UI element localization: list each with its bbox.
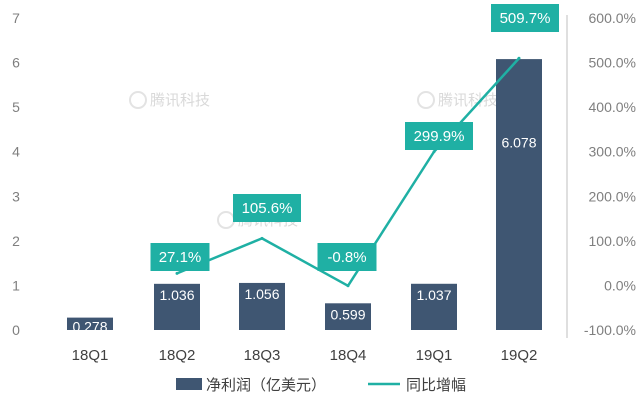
bar-19Q2 [496, 59, 542, 331]
growth-point [175, 271, 179, 275]
bar-18Q1 [67, 317, 113, 330]
legend-label-line: 同比增幅 [406, 376, 466, 394]
watermark-logo-icon [217, 211, 235, 229]
x-axis-tick: 18Q3 [244, 347, 281, 364]
growth-point [517, 56, 521, 60]
growth-label-box [233, 194, 301, 222]
bar-19Q1 [411, 283, 457, 330]
bar-18Q4 [325, 303, 371, 330]
x-axis-tick: 18Q2 [159, 347, 196, 364]
bar-value-label: 6.078 [501, 134, 536, 150]
watermark-logo-icon [129, 91, 147, 109]
growth-label-box [405, 122, 473, 150]
bar-18Q3 [239, 282, 285, 330]
left-axis-tick: 3 [12, 188, 20, 204]
bar-value-label: 1.056 [244, 286, 279, 302]
x-axis-tick: 19Q2 [501, 347, 538, 364]
x-axis-tick: 19Q1 [416, 347, 453, 364]
growth-label: 27.1% [159, 249, 202, 266]
bar-18Q2 [154, 283, 200, 330]
right-axis-tick: 0.0% [604, 277, 636, 293]
legend-swatch-bar [176, 378, 202, 390]
legend-label-bar: 净利润（亿美元） [206, 376, 326, 394]
bar-value-label: 0.599 [330, 306, 365, 322]
growth-point [432, 150, 436, 154]
left-axis-tick: 7 [12, 10, 20, 26]
right-axis-tick: 100.0% [589, 233, 636, 249]
left-axis-tick: 6 [12, 55, 20, 71]
watermark-logo-icon [417, 91, 435, 109]
right-axis-tick: 600.0% [589, 10, 636, 26]
watermark-text: 腾讯科技 [150, 91, 210, 109]
right-axis-tick: -100.0% [584, 322, 636, 338]
growth-label: 105.6% [242, 200, 293, 217]
growth-point [260, 236, 264, 240]
watermark-text: 腾讯科技 [438, 91, 498, 109]
left-axis-tick: 0 [12, 322, 20, 338]
bar-value-label: 0.278 [72, 319, 107, 335]
growth-label: 509.7% [500, 10, 551, 27]
left-axis-tick: 2 [12, 233, 20, 249]
growth-point [346, 284, 350, 288]
left-axis-tick: 5 [12, 99, 20, 115]
right-axis-tick: 500.0% [589, 55, 636, 71]
right-axis-tick: 200.0% [589, 188, 636, 204]
right-axis-tick: 400.0% [589, 99, 636, 115]
left-axis-tick: 4 [12, 144, 20, 160]
bar-value-label: 1.037 [416, 287, 451, 303]
x-axis-tick: 18Q1 [72, 347, 109, 364]
bar-value-label: 1.036 [159, 287, 194, 303]
right-axis-tick: 300.0% [589, 144, 636, 160]
growth-label: 299.9% [414, 128, 465, 145]
growth-label-box [491, 4, 559, 32]
growth-label-box [317, 243, 377, 271]
growth-label-box [150, 243, 210, 271]
left-axis-tick: 1 [12, 277, 20, 293]
growth-label: -0.8% [327, 249, 366, 266]
x-axis-tick: 18Q4 [330, 347, 367, 364]
